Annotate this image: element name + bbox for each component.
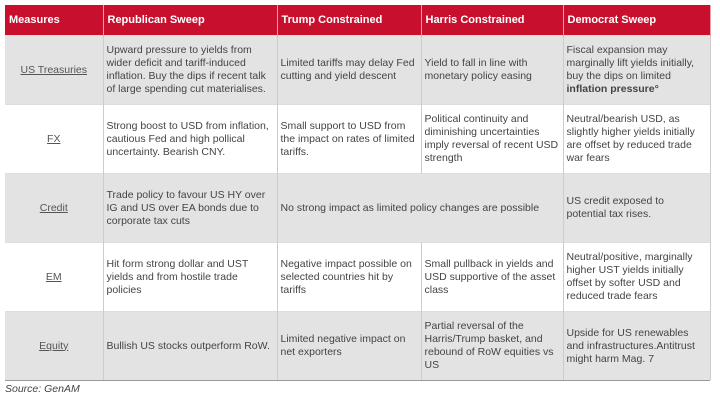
- table-row: EM Hit form strong dollar and UST yields …: [5, 242, 711, 312]
- table-cell: Negative impact possible on selected cou…: [277, 242, 422, 312]
- cell-text: Fiscal expansion may marginally lift yie…: [566, 44, 695, 82]
- column-header: Republican Sweep: [103, 5, 278, 36]
- header-row: Measures Republican Sweep Trump Constraine…: [5, 5, 711, 36]
- table-cell: Small support to USD from the impact on …: [277, 104, 422, 174]
- column-header: Harris Constrained: [421, 5, 564, 36]
- table-cell: Strong boost to USD from inflation, caut…: [103, 104, 278, 174]
- table-cell: No strong impact as limited policy chang…: [277, 173, 564, 243]
- table-cell: Hit form strong dollar and UST yields an…: [103, 242, 278, 312]
- column-header: Trump Constrained: [277, 5, 422, 36]
- table-cell: Partial reversal of the Harris/Trump bas…: [421, 311, 564, 380]
- table-cell: US credit exposed to potential tax rises…: [563, 173, 711, 243]
- table-cell: Limited tariffs may delay Fed cutting an…: [277, 35, 422, 105]
- table-cell: Upside for US renewables and infrastruct…: [563, 311, 711, 380]
- table-row: FX Strong boost to USD from inflation, ca…: [5, 104, 711, 174]
- measure-cell[interactable]: FX: [5, 104, 104, 174]
- column-header: Measures: [5, 5, 104, 36]
- table-cell: Upward pressure to yields from wider def…: [103, 35, 278, 105]
- table-cell: Neutral/positive, marginally higher UST …: [563, 242, 711, 312]
- measure-cell[interactable]: Credit: [5, 173, 104, 243]
- table-cell: Trade policy to favour US HY over IG and…: [103, 173, 278, 243]
- cell-bold-text: inflation pressure°: [566, 83, 659, 95]
- table-row: Credit Trade policy to favour US HY over …: [5, 173, 711, 243]
- source-note: Source: GenAM: [5, 380, 710, 395]
- policy-table: Measures Republican Sweep Trump Constraine…: [5, 5, 711, 380]
- table-cell: Neutral/bearish USD, as slightly higher …: [563, 104, 711, 174]
- table-cell: Bullish US stocks outperform RoW.: [103, 311, 278, 380]
- measure-cell[interactable]: EM: [5, 242, 104, 312]
- table-cell: Fiscal expansion may marginally lift yie…: [563, 35, 711, 105]
- table-cell: Small pullback in yields and USD support…: [421, 242, 564, 312]
- measure-cell[interactable]: Equity: [5, 311, 104, 380]
- table-row: Equity Bullish US stocks outperform RoW. L…: [5, 311, 711, 380]
- table-cell: Limited negative impact on net exporters: [277, 311, 422, 380]
- table-cell: Yield to fall in line with monetary poli…: [421, 35, 564, 105]
- measure-cell[interactable]: US Treasuries: [5, 35, 104, 105]
- column-header: Democrat Sweep: [563, 5, 711, 36]
- table-cell: Political continuity and diminishing unc…: [421, 104, 564, 174]
- table-row: US Treasuries Upward pressure to yields f…: [5, 35, 711, 105]
